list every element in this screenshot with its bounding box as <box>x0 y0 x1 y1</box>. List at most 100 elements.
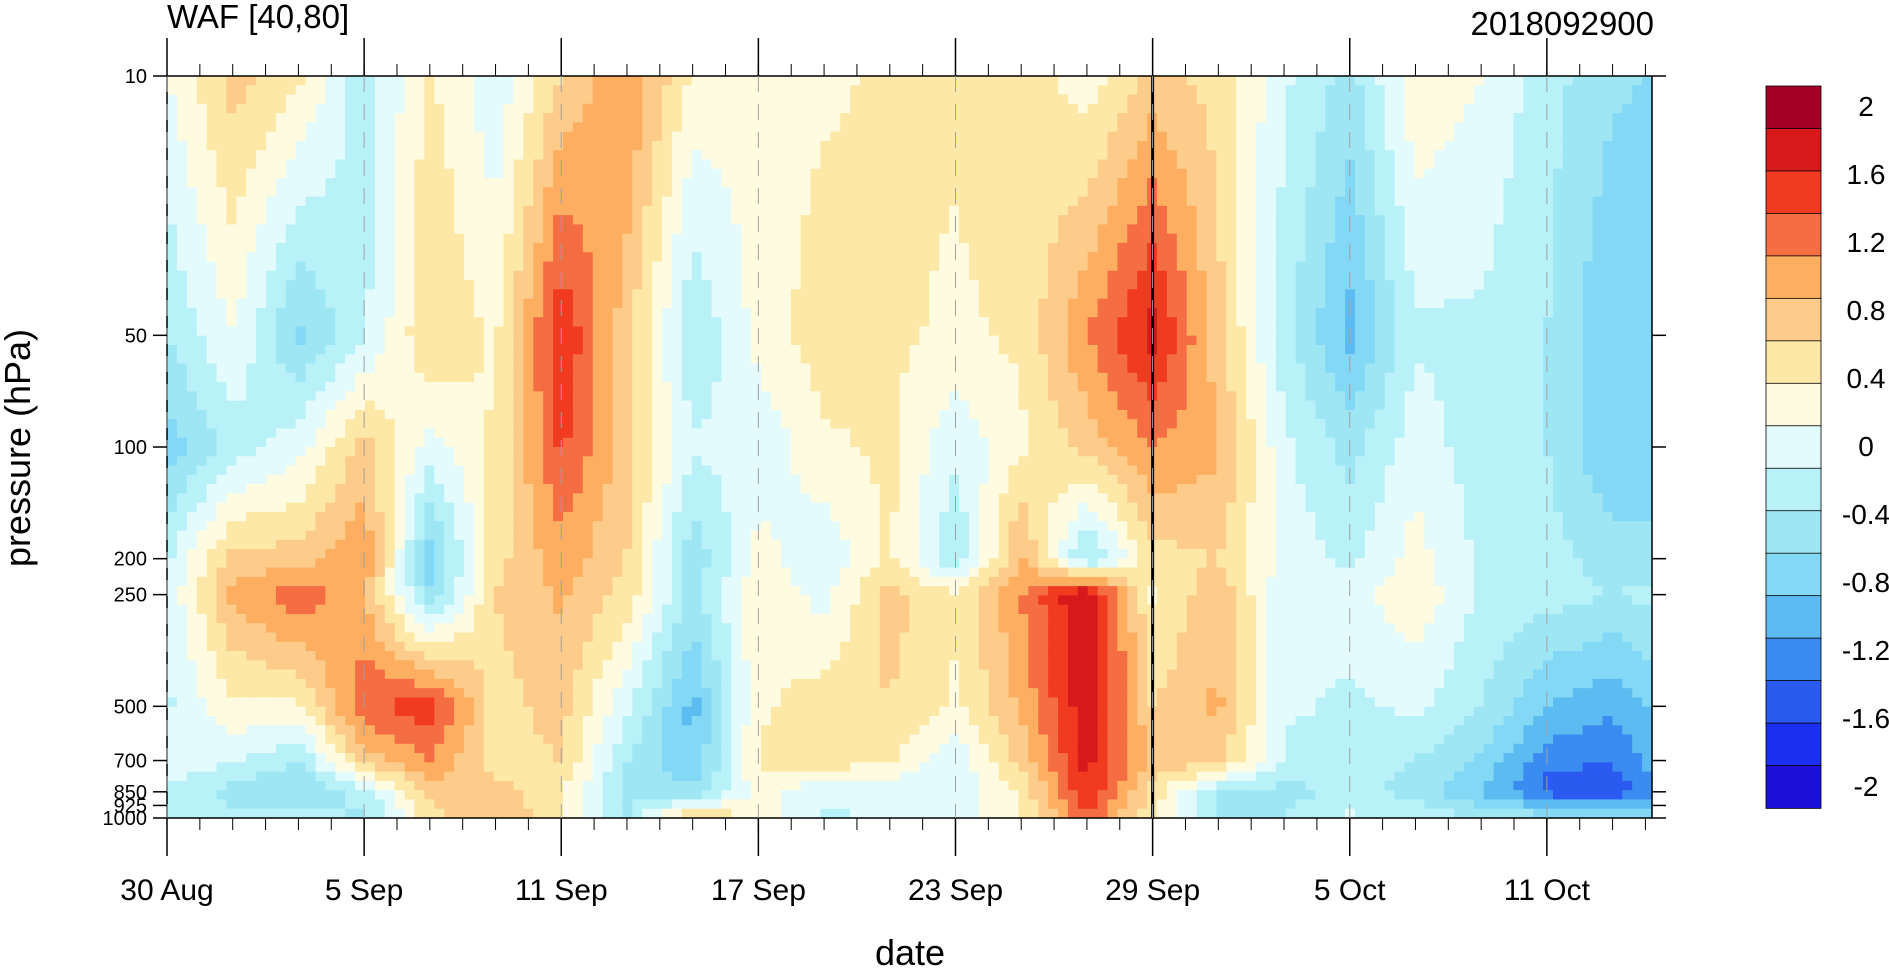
contour-cell <box>1345 242 1356 253</box>
contour-cell <box>1077 113 1089 123</box>
contour-cell <box>850 113 861 123</box>
contour-cell <box>1176 224 1188 235</box>
contour-cell <box>444 205 455 216</box>
contour-cell <box>365 76 376 86</box>
contour-cell <box>305 242 317 253</box>
contour-cell <box>869 159 881 170</box>
contour-cell <box>186 85 198 96</box>
contour-cell <box>1127 372 1138 383</box>
contour-cell <box>1067 270 1079 281</box>
contour-cell <box>602 298 614 309</box>
contour-cell <box>1632 159 1643 170</box>
contour-cell <box>1612 335 1623 346</box>
contour-cell <box>1216 307 1227 318</box>
contour-cell <box>1533 76 1544 86</box>
contour-cell <box>414 159 425 170</box>
contour-cell <box>1186 335 1198 346</box>
contour-cell <box>1444 307 1455 318</box>
contour-cell <box>988 168 1000 179</box>
contour-cell <box>919 103 930 114</box>
contour-cell <box>929 178 940 188</box>
contour-cell <box>384 122 396 133</box>
contour-cell <box>1414 187 1425 198</box>
contour-cell <box>1018 335 1029 346</box>
contour-cell <box>761 205 772 216</box>
contour-cell <box>295 103 307 114</box>
contour-cell <box>355 196 366 207</box>
contour-cell <box>810 85 821 96</box>
contour-cell <box>681 280 693 290</box>
contour-cell <box>1305 363 1316 374</box>
contour-cell <box>1335 363 1346 374</box>
contour-cell <box>1018 76 1029 86</box>
contour-cell <box>275 196 287 207</box>
contour-cell <box>662 317 673 328</box>
contour-cell <box>266 261 277 272</box>
contour-cell <box>1127 354 1138 365</box>
contour-cell <box>186 150 198 161</box>
contour-cell <box>1562 326 1574 337</box>
contour-cell <box>1374 344 1386 355</box>
contour-cell <box>602 335 614 346</box>
contour-cell <box>662 307 673 318</box>
contour-cell <box>523 261 534 272</box>
contour-cell <box>632 178 643 188</box>
contour-cell <box>563 85 574 96</box>
contour-cell <box>711 187 722 198</box>
contour-cell <box>256 344 267 355</box>
contour-cell <box>1483 205 1495 216</box>
contour-cell <box>652 280 663 290</box>
contour-cell <box>503 252 515 263</box>
contour-cell <box>493 178 505 188</box>
contour-cell <box>919 196 930 207</box>
contour-cell <box>167 270 178 281</box>
contour-cell <box>1553 242 1564 253</box>
contour-cell <box>563 131 574 142</box>
contour-cell <box>1137 326 1148 337</box>
contour-cell <box>1345 344 1356 355</box>
contour-cell <box>1275 140 1287 151</box>
contour-cell <box>1513 159 1524 170</box>
contour-cell <box>741 196 752 207</box>
contour-cell <box>1602 159 1613 170</box>
contour-cell <box>612 113 623 123</box>
contour-cell <box>236 261 247 272</box>
contour-cell <box>1355 122 1366 133</box>
contour-cell <box>582 122 594 133</box>
contour-cell <box>949 298 960 309</box>
contour-cell <box>1543 298 1554 309</box>
contour-cell <box>741 140 752 151</box>
contour-cell <box>671 85 683 96</box>
contour-cell <box>1117 354 1128 365</box>
contour-cell <box>196 233 208 244</box>
contour-cell <box>1632 224 1643 235</box>
contour-cell <box>820 252 831 263</box>
contour-cell <box>1008 363 1019 374</box>
contour-cell <box>741 335 752 346</box>
contour-cell <box>1612 140 1623 151</box>
contour-cell <box>701 103 713 114</box>
contour-cell <box>563 224 574 235</box>
contour-cell <box>167 178 178 188</box>
contour-cell <box>1265 187 1277 198</box>
contour-cell <box>285 382 297 392</box>
contour-cell <box>464 335 475 346</box>
contour-cell <box>622 103 633 114</box>
contour-cell <box>1454 307 1465 318</box>
contour-cell <box>731 131 742 142</box>
contour-cell <box>592 335 604 346</box>
contour-cell <box>394 382 406 392</box>
contour-cell <box>1335 113 1346 123</box>
contour-cell <box>1622 150 1633 161</box>
contour-cell <box>365 298 376 309</box>
contour-cell <box>1364 159 1376 170</box>
contour-cell <box>1434 159 1445 170</box>
contour-cell <box>572 289 584 300</box>
contour-cell <box>394 140 406 151</box>
contour-cell <box>503 326 515 337</box>
contour-cell <box>1186 122 1198 133</box>
contour-cell <box>424 224 435 235</box>
contour-cell <box>721 242 732 253</box>
contour-cell <box>1602 354 1613 365</box>
contour-cell <box>186 233 198 244</box>
